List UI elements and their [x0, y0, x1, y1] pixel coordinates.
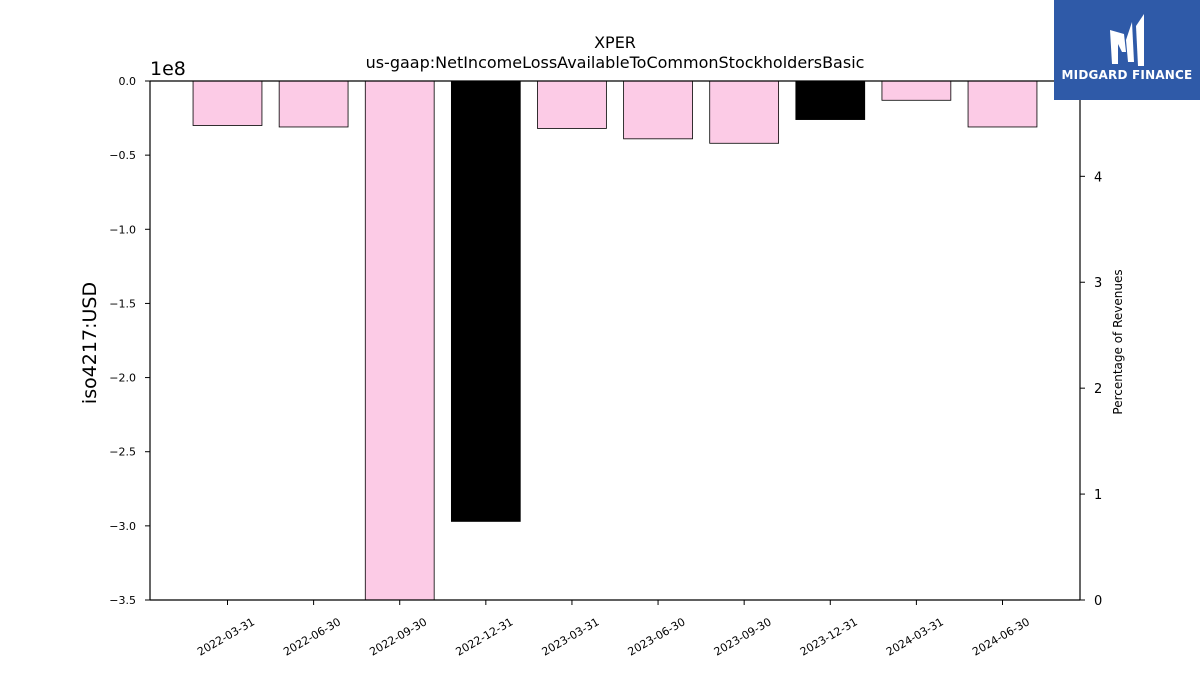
- bar-2023-09-30: [709, 80, 780, 144]
- x-tick-label: 2023-09-30: [712, 615, 774, 658]
- bar-2023-06-30: [623, 80, 693, 140]
- y-tick-label: −0.5: [109, 149, 136, 162]
- bar-2024-03-31: [881, 80, 952, 101]
- y-tick-label: −2.0: [109, 372, 136, 385]
- y2-axis-label: Percentage of Revenues: [1111, 269, 1125, 414]
- x-tick-label: 2023-12-31: [798, 615, 860, 658]
- bar-2023-12-31: [795, 80, 866, 120]
- x-tick-label: 2022-03-31: [195, 615, 257, 658]
- y2-tick-label: 1: [1094, 488, 1102, 503]
- x-tick-label: 2024-03-31: [884, 615, 946, 658]
- x-tick-label: 2024-06-30: [970, 615, 1032, 658]
- x-tick-label: 2022-09-30: [367, 615, 429, 658]
- y-tick-label: −2.5: [109, 446, 136, 459]
- y-tick-label: −3.5: [109, 594, 136, 607]
- x-tick-label: 2022-06-30: [281, 615, 343, 658]
- y2-tick-label: 0: [1094, 594, 1102, 609]
- y-tick-label: 0.0: [119, 75, 137, 88]
- y2-tick-label: 2: [1094, 382, 1102, 397]
- bars-group: [192, 80, 1038, 601]
- bar-2024-06-30: [967, 80, 1038, 128]
- logo-text: MIDGARD FINANCE: [1061, 68, 1193, 82]
- bar-2022-06-30: [278, 80, 349, 128]
- x-tick-label: 2023-06-30: [626, 615, 688, 658]
- bar-2022-09-30: [364, 80, 435, 601]
- x-tick-label: 2022-12-31: [453, 615, 515, 658]
- chart-title: XPER: [594, 33, 636, 52]
- y-tick-label: −1.0: [109, 223, 136, 236]
- midgard-finance-logo: MIDGARD FINANCE: [1054, 0, 1200, 100]
- y-axis-label: iso4217:USD: [79, 282, 101, 404]
- midgard-logo-icon: [1110, 14, 1144, 66]
- y2-tick-label: 4: [1094, 170, 1102, 185]
- y-tick-label: −1.5: [109, 297, 136, 310]
- axes-group: 0.0 −0.5 −1.0 −1.5 −2.0 −2.5 −3.0 −3.5 0 1 2 3 4 2022…: [109, 75, 1102, 659]
- y2-tick-label: 3: [1094, 276, 1102, 291]
- bar-2022-12-31: [450, 80, 521, 522]
- offset-text: 1e8: [150, 58, 186, 80]
- bar-2023-03-31: [537, 80, 607, 129]
- chart-subtitle: us-gaap:NetIncomeLossAvailableToCommonSt…: [366, 53, 865, 72]
- y-tick-label: −3.0: [109, 520, 136, 533]
- bar-2022-03-31: [192, 80, 263, 126]
- x-tick-label: 2023-03-31: [540, 615, 602, 658]
